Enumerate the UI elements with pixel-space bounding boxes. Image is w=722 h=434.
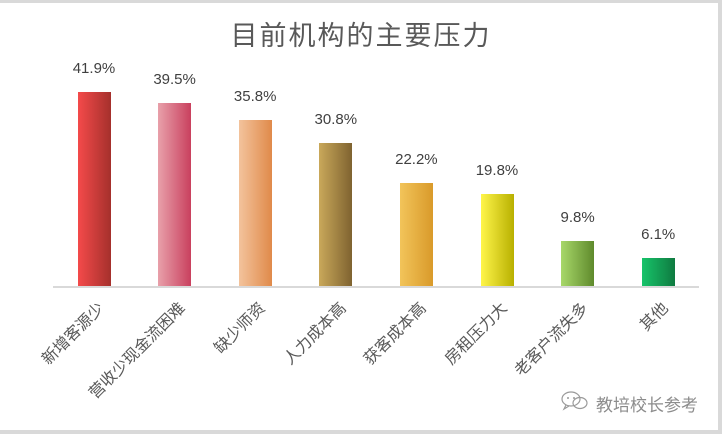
- data-label: 41.9%: [72, 60, 116, 77]
- watermark: 教培校长参考: [560, 390, 698, 417]
- data-label: 35.8%: [233, 88, 277, 106]
- data-label: 30.8%: [314, 111, 358, 129]
- bar: [641, 257, 675, 286]
- bar: [238, 120, 272, 286]
- bar: [158, 103, 192, 286]
- data-label: 9.8%: [560, 208, 595, 226]
- bar: [399, 183, 433, 286]
- bar: [480, 194, 514, 286]
- data-label: 22.2%: [395, 151, 438, 169]
- x-axis-line: [53, 286, 699, 288]
- data-label: 19.8%: [475, 162, 519, 180]
- bar: [319, 143, 353, 286]
- data-label: 39.5%: [153, 71, 196, 89]
- chart-title: 目前机构的主要压力: [230, 21, 492, 52]
- bar: [77, 92, 111, 286]
- wechat-icon: [560, 390, 590, 417]
- bar: [561, 240, 595, 286]
- data-label: 6.1%: [641, 225, 676, 243]
- watermark-text: 教培校长参考: [596, 396, 698, 416]
